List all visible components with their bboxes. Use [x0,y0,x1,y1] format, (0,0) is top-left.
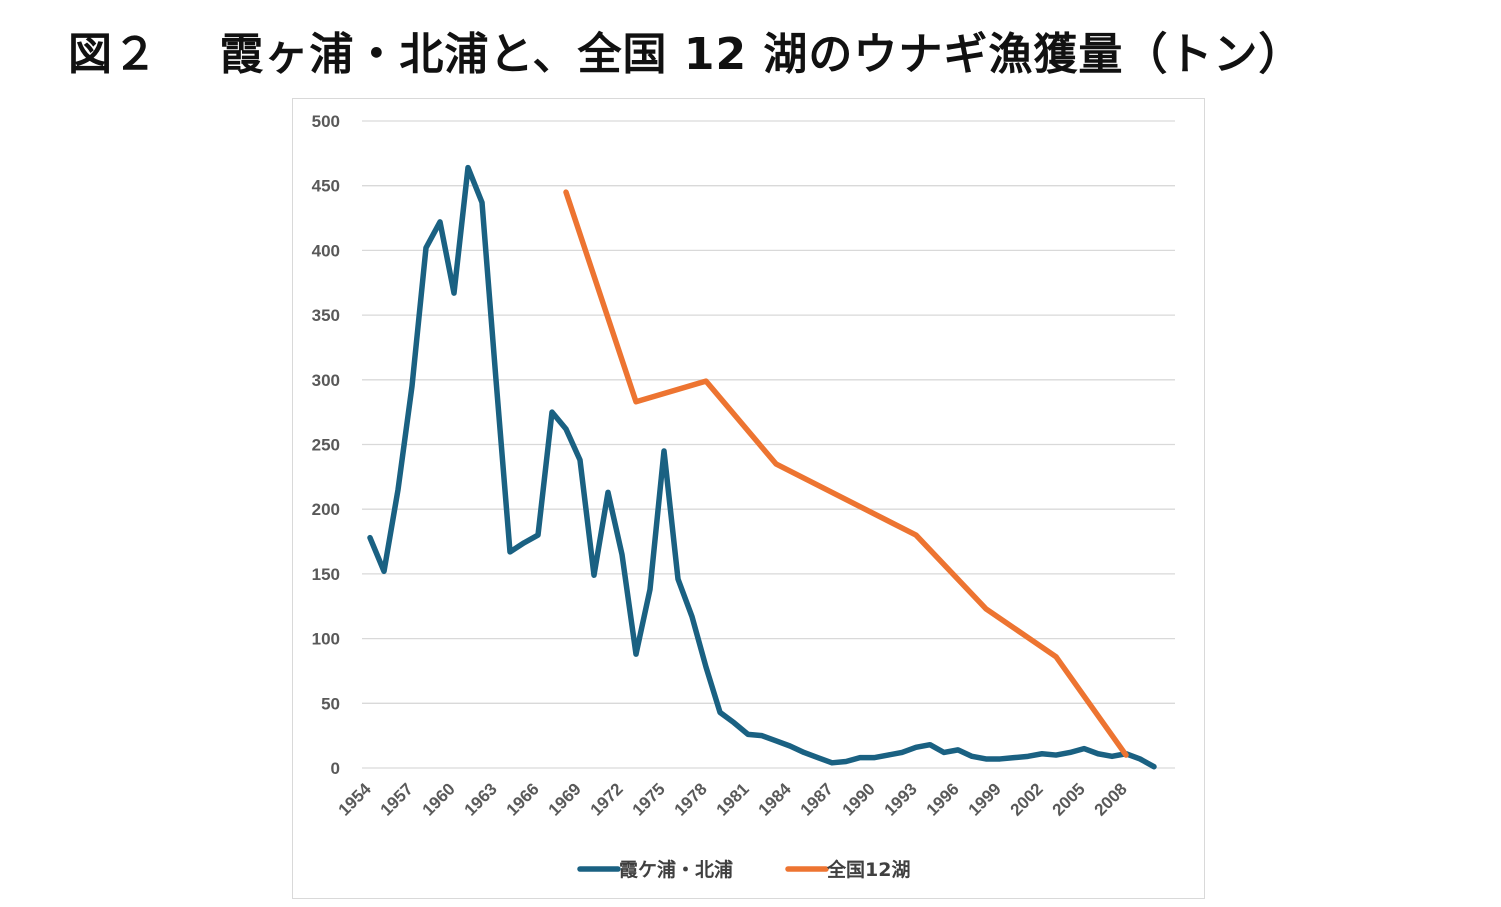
x-tick-label: 1963 [461,779,501,819]
x-tick-label: 1960 [419,779,459,819]
x-tick-label: 2005 [1049,779,1089,819]
x-tick-label: 1999 [965,779,1005,819]
x-tick-label: 2008 [1091,779,1131,819]
y-tick-label: 500 [312,112,340,131]
y-tick-label: 450 [312,177,340,196]
x-tick-label: 1969 [545,779,585,819]
x-tick-label: 1984 [755,779,796,820]
x-tick-label: 1993 [881,779,921,819]
y-tick-label: 350 [312,306,340,325]
y-tick-label: 0 [331,759,340,778]
x-tick-label: 1981 [713,779,753,819]
y-tick-label: 50 [321,694,340,713]
y-tick-label: 100 [312,630,340,649]
x-tick-label: 1987 [797,779,837,819]
x-tick-label: 1954 [335,779,376,820]
y-tick-label: 250 [312,436,340,455]
x-tick-label: 1996 [923,779,963,819]
chart-frame [292,98,1205,899]
legend-label: 霞ケ浦・北浦 [619,858,733,881]
x-tick-label: 1966 [503,779,543,819]
x-tick-label: 1975 [629,779,669,819]
y-tick-label: 200 [312,500,340,519]
x-tick-label: 1990 [839,779,879,819]
y-tick-label: 400 [312,241,340,260]
y-tick-label: 150 [312,565,340,584]
x-tick-label: 1957 [377,779,417,819]
x-tick-label: 2002 [1007,779,1047,819]
x-tick-label: 1972 [587,779,627,819]
figure-title: 図２ 霞ヶ浦・北浦と、全国 12 湖のウナギ漁獲量（トン） [68,29,1304,80]
series-line-1 [367,164,1157,770]
series-line-2 [563,189,1129,758]
legend-label: 全国12湖 [826,858,910,881]
x-tick-label: 1978 [671,779,711,819]
y-tick-label: 300 [312,371,340,390]
